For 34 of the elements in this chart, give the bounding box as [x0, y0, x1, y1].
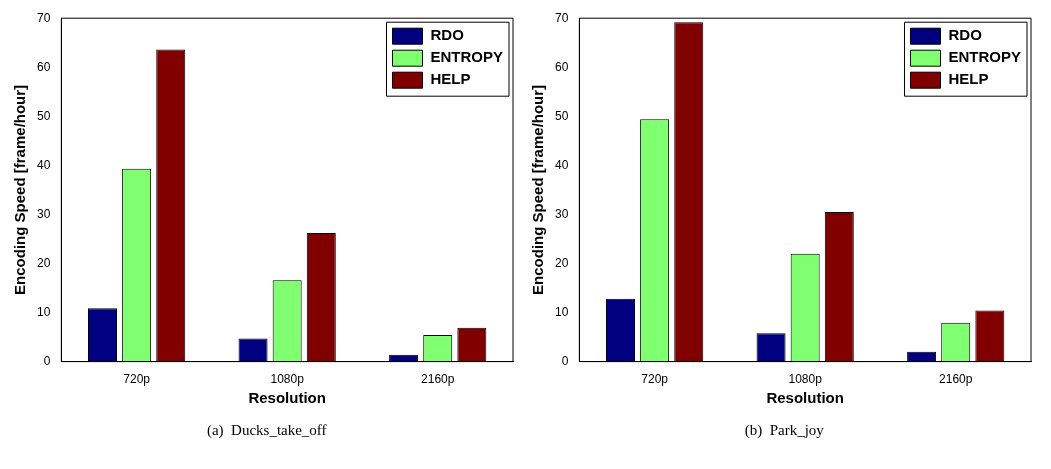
y-tick-label: 20: [36, 255, 51, 270]
y-tick-label: 10: [554, 304, 569, 319]
y-tick-label: 0: [561, 353, 569, 368]
y-tick-label: 70: [554, 10, 569, 25]
y-tick-label: 30: [36, 206, 51, 221]
y-tick-label: 40: [36, 157, 51, 172]
legend-label: HELP: [430, 70, 471, 88]
y-axis-title: Encoding Speed [frame/hour]: [528, 84, 546, 295]
text: (a) Ducks_take_off: [205, 422, 328, 439]
legend-label: HELP: [947, 70, 989, 88]
x-tick-label: 720p: [123, 372, 151, 387]
text: (b) Park_joy: [743, 422, 825, 439]
y-tick-label: 0: [43, 353, 51, 368]
x-tick-label: 720p: [640, 372, 668, 387]
y-tick-label: 50: [36, 108, 51, 123]
x-tick-label: 1080p: [270, 372, 305, 387]
y-tick-label: 20: [554, 255, 569, 270]
y-tick-label: 60: [554, 59, 569, 74]
y-tick-label: 70: [36, 10, 51, 25]
y-tick-label: 30: [554, 206, 569, 221]
x-tick-label: 2160p: [938, 372, 973, 387]
x-axis-title: Resolution: [765, 389, 844, 407]
x-axis-title: Resolution: [248, 389, 326, 407]
y-axis-title: Encoding Speed [frame/hour]: [11, 84, 29, 295]
y-tick-label: 40: [554, 157, 569, 172]
y-tick-label: 50: [554, 108, 569, 123]
x-tick-label: 2160p: [421, 372, 455, 387]
legend-label: ENTROPY: [430, 48, 504, 66]
legend-label: ENTROPY: [947, 48, 1021, 66]
y-tick-label: 60: [36, 59, 51, 74]
legend-label: RDO: [430, 26, 465, 44]
legend-label: RDO: [947, 26, 982, 44]
y-tick-label: 10: [36, 304, 51, 319]
x-tick-label: 1080p: [787, 372, 822, 387]
